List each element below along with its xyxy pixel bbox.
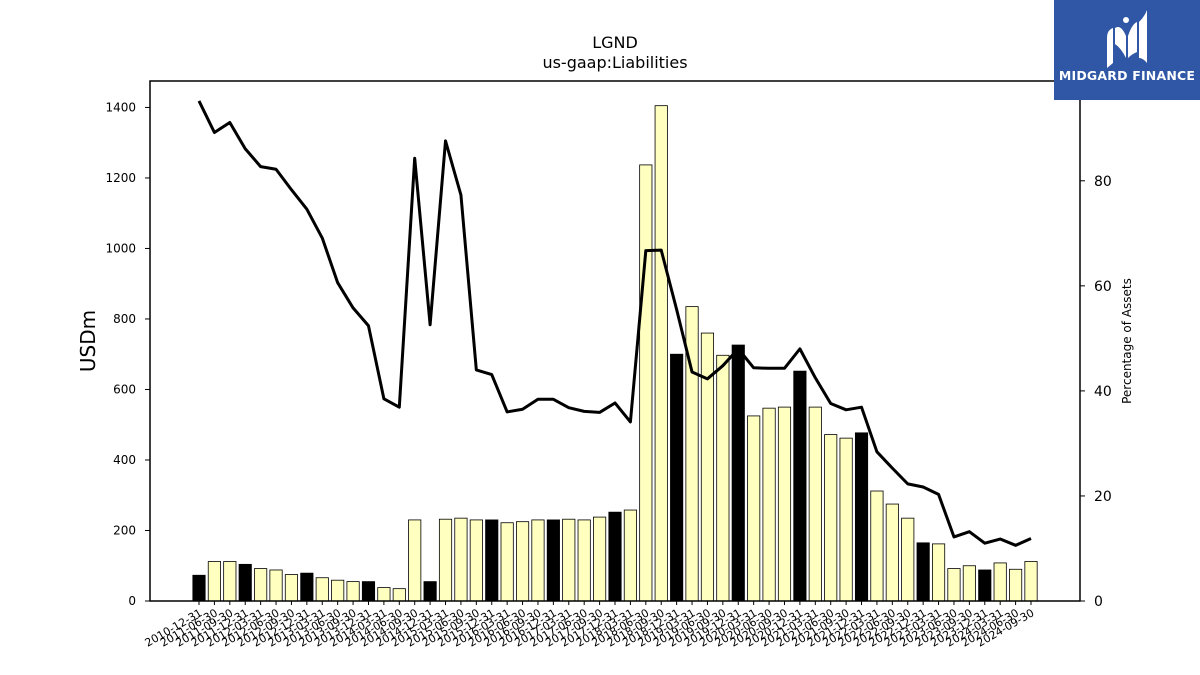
y-axis-left: 0 200 400 600 800 1000 1200 1400 [105,100,150,608]
bar-2017-03-31 [562,518,576,602]
bar-2015-03-31 [438,518,453,602]
logo-text: MIDGARD FINANCE [1058,68,1196,83]
line-series [197,100,1032,547]
bar-2020-09-30 [777,406,792,602]
y-tick-label: 800 [113,312,136,326]
bar-series [192,105,1038,602]
bar-2023-09-30 [962,565,976,602]
bar-2023-06-30 [947,568,961,602]
bar-2012-09-30 [284,574,299,602]
bar-2013-06-30 [331,579,345,602]
bar-2012-06-30 [269,569,283,602]
bar-2013-03-31 [315,577,329,602]
bar-2017-12-31 [608,511,622,602]
y-axis-label-right: Percentage of Assets [1120,278,1134,404]
bar-2021-12-31 [854,432,869,602]
bar-2017-06-30 [577,519,591,602]
bar-2015-09-30 [469,519,483,602]
y-axis-right: 0 20 40 60 80 [1080,174,1112,610]
bar-2015-12-31 [485,519,499,602]
bar-2016-06-30 [515,521,530,602]
bar-2018-12-31 [670,353,684,602]
midgard-logo-icon [1107,10,1147,68]
bar-2024-06-30 [1009,568,1023,602]
bar-2015-06-30 [454,517,468,602]
bar-2014-06-30 [392,588,406,602]
bar-2012-03-31 [254,568,268,602]
bar-2014-03-31 [377,587,391,602]
bar-2020-12-31 [793,370,807,602]
bar-2011-09-30 [223,561,237,602]
y-axis-label-left: USDm [76,310,100,372]
y-tick-label: 1400 [105,100,136,114]
bar-2021-09-30 [839,437,853,602]
bar-2016-12-31 [546,519,560,602]
chart-subtitle: us-gaap:Liabilities [542,53,687,72]
bar-2018-06-30 [639,164,653,602]
bar-2022-12-31 [916,542,930,602]
bar-2023-12-31 [978,569,992,602]
bar-2019-09-30 [716,354,730,602]
brand-logo: MIDGARD FINANCE [1054,0,1200,100]
bar-2021-06-30 [824,434,838,602]
bar-2024-09-30 [1024,561,1038,602]
bar-2018-09-30 [654,105,668,602]
bar-2012-12-31 [300,572,314,602]
y-right-tick-label: 0 [1094,594,1103,610]
y-tick-label: 400 [113,453,136,467]
y-right-tick-label: 20 [1094,489,1112,505]
y-tick-label: 0 [128,594,136,608]
bar-2010-12-31 [192,574,206,602]
bar-2023-03-31 [931,543,946,602]
percentage-line [197,100,1032,547]
y-tick-label: 600 [113,382,136,396]
x-axis: 2010-12-312011-06-302011-09-302011-12-31… [143,601,1037,650]
bar-2016-03-31 [500,522,514,602]
bar-2014-12-31 [423,581,437,602]
bar-2020-06-30 [762,407,776,602]
y-right-tick-label: 60 [1094,279,1112,295]
bar-2014-09-30 [408,519,422,602]
bar-2024-03-31 [993,562,1007,602]
bar-2020-03-31 [747,415,761,602]
y-right-tick-label: 80 [1094,174,1112,190]
y-tick-label: 1000 [105,241,136,255]
y-right-tick-label: 40 [1094,384,1112,400]
y-tick-label: 200 [113,523,136,537]
bar-2019-12-31 [731,344,745,602]
bar-2022-06-30 [885,503,899,602]
bar-2013-09-30 [346,581,360,602]
bar-2016-09-30 [531,519,545,602]
chart-title: LGND [592,33,638,52]
bar-2017-09-30 [593,516,607,602]
bar-2013-12-31 [361,581,376,602]
bar-2011-12-31 [238,563,252,602]
bar-2018-03-31 [623,509,637,602]
bar-2021-03-31 [808,406,822,602]
bar-2022-03-31 [870,490,884,602]
y-tick-label: 1200 [105,171,136,185]
bar-2011-06-30 [207,561,221,602]
bar-2022-09-30 [901,517,915,602]
